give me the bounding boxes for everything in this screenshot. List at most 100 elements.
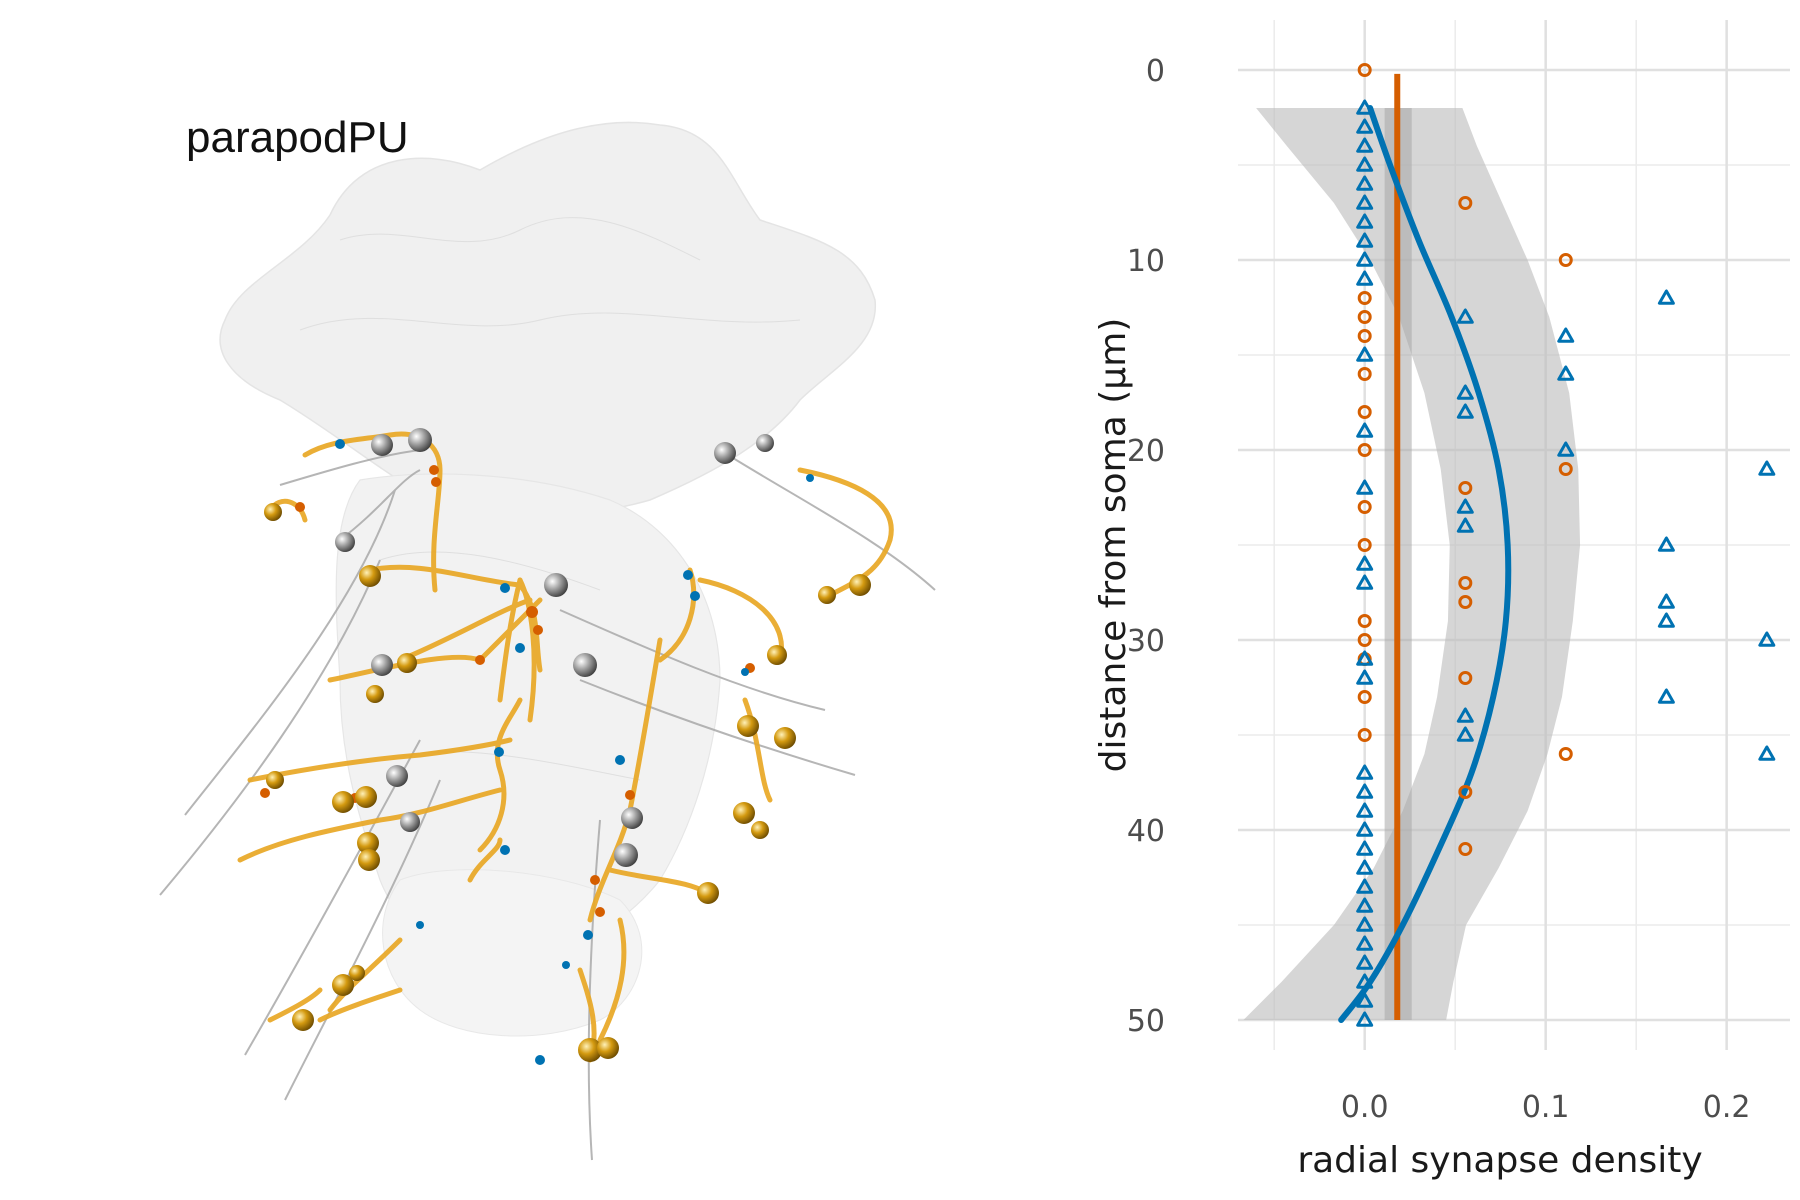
point-triangle bbox=[1356, 118, 1374, 134]
soma-gold bbox=[357, 832, 379, 854]
point-triangle bbox=[1557, 441, 1575, 457]
point-triangle bbox=[1356, 213, 1374, 229]
point-triangle bbox=[1356, 574, 1374, 590]
confidence-bands bbox=[1243, 108, 1581, 1020]
somata bbox=[264, 428, 871, 1062]
point-triangle bbox=[1557, 365, 1575, 381]
data-points bbox=[1356, 63, 1776, 1027]
arbor-8 bbox=[477, 697, 523, 853]
neuron-rendering-panel: parapodPU bbox=[159, 113, 936, 1161]
point-triangle bbox=[1356, 270, 1374, 286]
y-tick-label: 0 bbox=[1146, 54, 1165, 89]
fit-lines bbox=[1338, 73, 1512, 1023]
synapse-dot bbox=[431, 477, 441, 487]
point-triangle bbox=[1356, 479, 1374, 495]
point-circle bbox=[1558, 747, 1573, 761]
point-triangle bbox=[1356, 859, 1374, 875]
synapse-dot bbox=[500, 583, 510, 593]
x-tick-label: 0.2 bbox=[1703, 1090, 1751, 1125]
point-triangle bbox=[1758, 745, 1776, 761]
soma-gold bbox=[349, 965, 365, 981]
volume-lower bbox=[382, 869, 643, 1037]
point-triangle bbox=[1758, 631, 1776, 647]
point-triangle bbox=[1356, 802, 1374, 818]
axon-8 bbox=[719, 449, 936, 591]
point-circle bbox=[1357, 291, 1372, 305]
point-circle bbox=[1357, 310, 1372, 324]
soma-gold bbox=[737, 715, 759, 737]
soma-gray bbox=[756, 434, 774, 452]
synapse-dot bbox=[741, 668, 749, 676]
point-triangle bbox=[1356, 1011, 1374, 1027]
y-tick-label: 50 bbox=[1127, 1004, 1165, 1039]
synapse-dot bbox=[295, 502, 305, 512]
soma-gold bbox=[849, 574, 871, 596]
point-circle bbox=[1458, 481, 1473, 495]
point-triangle bbox=[1456, 517, 1474, 533]
point-triangle bbox=[1356, 973, 1374, 989]
soma-gray bbox=[614, 843, 638, 867]
axon-2 bbox=[159, 559, 381, 896]
panel-title: parapodPU bbox=[186, 113, 409, 162]
point-circle bbox=[1357, 633, 1372, 647]
point-triangle bbox=[1356, 935, 1374, 951]
point-circle bbox=[1458, 671, 1473, 685]
soma-gold bbox=[332, 791, 354, 813]
synapse-dot bbox=[583, 930, 593, 940]
point-triangle bbox=[1456, 498, 1474, 514]
point-triangle bbox=[1356, 232, 1374, 248]
point-triangle bbox=[1657, 536, 1675, 552]
point-triangle bbox=[1456, 726, 1474, 742]
point-triangle bbox=[1356, 555, 1374, 571]
arbor-11 bbox=[587, 637, 663, 923]
soma-gold bbox=[774, 727, 796, 749]
point-triangle bbox=[1356, 954, 1374, 970]
point-triangle bbox=[1456, 707, 1474, 723]
point-circle bbox=[1357, 367, 1372, 381]
soma-gray bbox=[371, 654, 393, 676]
synapse-dot bbox=[683, 570, 693, 580]
soma-gray bbox=[335, 532, 355, 552]
synapse-dot bbox=[515, 643, 525, 653]
point-triangle bbox=[1356, 346, 1374, 362]
point-circle bbox=[1558, 253, 1573, 267]
soma-gold bbox=[597, 1037, 619, 1059]
point-circle bbox=[1357, 690, 1372, 704]
x-tick-label: 0.1 bbox=[1522, 1090, 1570, 1125]
volume-shading bbox=[299, 217, 801, 781]
density-chart: 0.0 0.1 0.2 0 10 20 30 40 50 radial synapse dens… bbox=[1093, 20, 1790, 1181]
point-triangle bbox=[1356, 916, 1374, 932]
soma-gold bbox=[733, 802, 755, 824]
synapse-dot bbox=[260, 788, 270, 798]
axon-1 bbox=[184, 489, 396, 816]
synapse-dot bbox=[526, 606, 538, 618]
axon-4 bbox=[284, 779, 441, 1101]
soma-gold bbox=[697, 882, 719, 904]
point-triangle bbox=[1657, 593, 1675, 609]
point-circle bbox=[1458, 595, 1473, 609]
point-triangle bbox=[1356, 992, 1374, 1008]
soma-gold bbox=[355, 786, 377, 808]
arbor-15 bbox=[742, 697, 773, 803]
point-circle bbox=[1558, 462, 1573, 476]
point-triangle bbox=[1356, 669, 1374, 685]
axon-9 bbox=[279, 449, 421, 486]
arbor-7 bbox=[237, 787, 503, 863]
arbor-9 bbox=[517, 577, 537, 723]
soma-gray bbox=[544, 573, 568, 597]
point-circle bbox=[1458, 842, 1473, 856]
point-triangle bbox=[1356, 156, 1374, 172]
soma-gold bbox=[818, 586, 836, 604]
soma-gray bbox=[408, 428, 432, 452]
tick-labels: 0.0 0.1 0.2 0 10 20 30 40 50 bbox=[1127, 54, 1751, 1125]
smooth-confidence-band bbox=[1243, 108, 1581, 1020]
point-triangle bbox=[1356, 840, 1374, 856]
synapse-dot bbox=[615, 755, 625, 765]
point-circle bbox=[1357, 405, 1372, 419]
synapse-dot bbox=[595, 907, 605, 917]
axon-7 bbox=[579, 679, 856, 776]
point-triangle bbox=[1356, 783, 1374, 799]
y-tick-label: 30 bbox=[1127, 624, 1165, 659]
arbor-20 bbox=[597, 917, 627, 1043]
soma-gold bbox=[767, 645, 787, 665]
